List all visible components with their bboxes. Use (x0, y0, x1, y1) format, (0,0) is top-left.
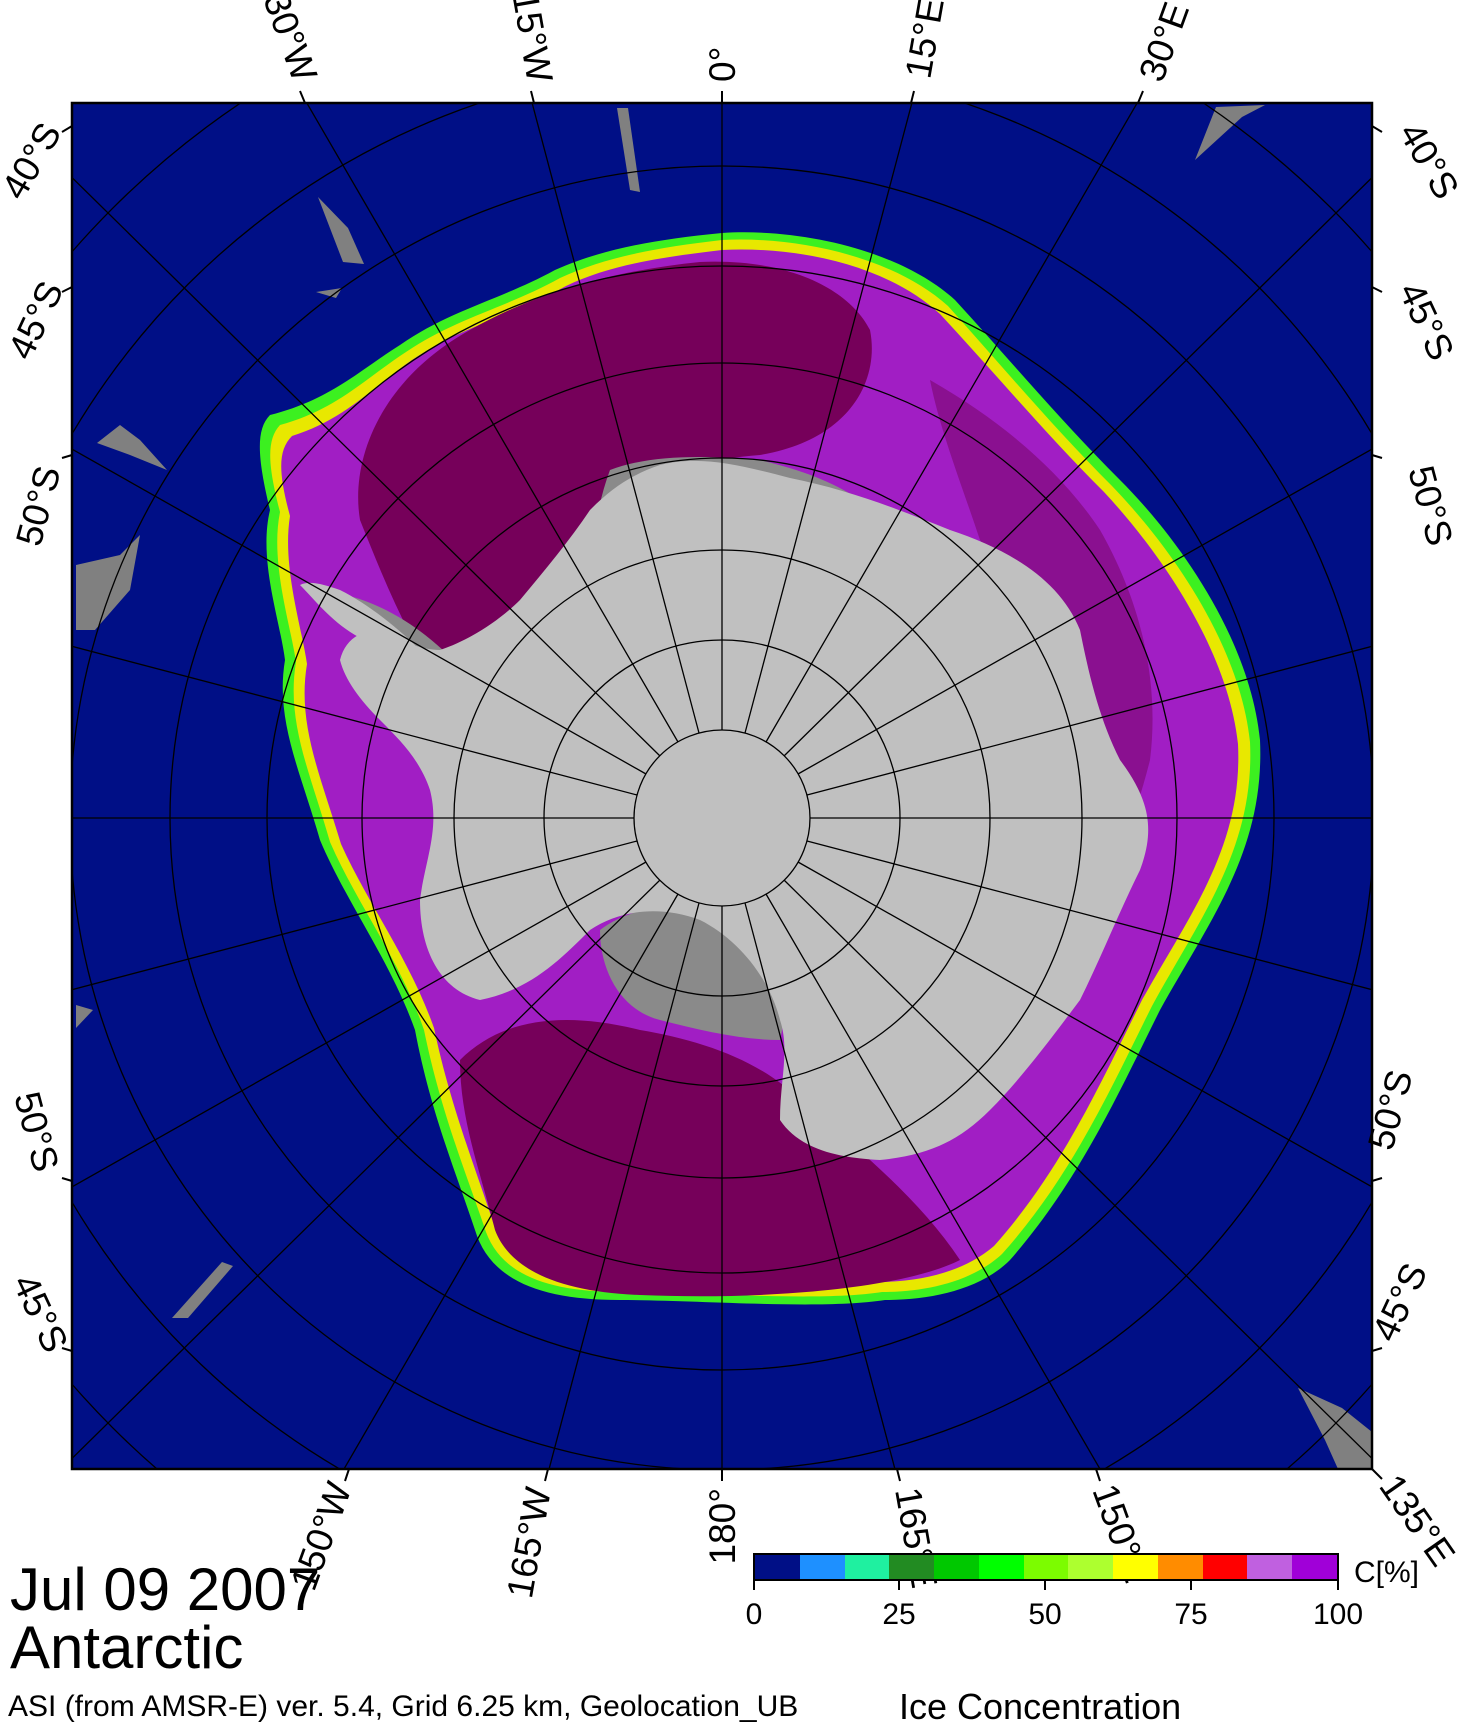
colorbar-ticks (753, 1581, 1339, 1591)
colorbar-bin (799, 1555, 845, 1579)
colorbar-tick-label: 50 (1028, 1598, 1062, 1631)
colorbar-bin (889, 1555, 935, 1579)
colorbar-tick-label: 75 (1174, 1598, 1208, 1631)
colorbar-bin (1292, 1555, 1337, 1579)
landmass-bottom-right (1298, 1388, 1372, 1469)
colorbar-bin (1068, 1555, 1114, 1579)
island-bottom-left (172, 1262, 233, 1318)
island-top (617, 108, 640, 192)
colorbar-bin (934, 1555, 979, 1579)
lat-label-left-3: 50°S (8, 462, 68, 551)
lon-label-top-30w: 30°W (255, 0, 325, 87)
landmass-top-right (1195, 105, 1265, 160)
date-title: Jul 09 2007 (10, 1556, 321, 1623)
colorbar-bin (1023, 1555, 1069, 1579)
island-left-1 (97, 425, 167, 470)
product-title: Ice Concentration (899, 1686, 1182, 1727)
lat-label-right-1: 40°S (1391, 116, 1464, 206)
concentration-colorbar (753, 1553, 1339, 1581)
lat-label-right-2: 45°S (1391, 276, 1462, 366)
colorbar-bin (1157, 1555, 1203, 1579)
colorbar-bin (1247, 1555, 1293, 1579)
pole-hole (634, 730, 810, 906)
colorbar-tick-label: 100 (1312, 1598, 1364, 1631)
lat-label-left-4: 50°S (6, 1087, 66, 1176)
lat-label-left-5: 45°S (5, 1268, 76, 1358)
lat-label-right-3: 50°S (1400, 461, 1460, 550)
lon-label-top-0: 0° (702, 47, 743, 82)
colorbar-tick-label: 25 (882, 1598, 916, 1631)
island-left-small (76, 1005, 93, 1028)
island-left-small-2 (316, 288, 342, 298)
colorbar-unit-label: C[%] (1354, 1556, 1420, 1589)
sea-ice-ross-core (460, 1020, 960, 1297)
lat-label-left-2: 45°S (0, 275, 71, 365)
lat-label-right-5: 45°S (1364, 1257, 1435, 1347)
colorbar-bin (755, 1555, 800, 1579)
lat-label-left-1: 40°S (0, 116, 69, 206)
lon-label-bottom-165w: 165°W (499, 1484, 559, 1601)
antarctic-peninsula (300, 582, 420, 655)
lon-label-top-30e: 30°E (1131, 0, 1197, 87)
lon-label-top-15w: 15°W (504, 0, 560, 85)
frame-ticks (61, 90, 1383, 1482)
colorbar-bin (1113, 1555, 1158, 1579)
lon-label-top-15e: 15°E (898, 0, 952, 81)
island-top-left (318, 197, 364, 264)
colorbar-tick-label: 0 (745, 1598, 763, 1631)
colorbar-bin (978, 1555, 1024, 1579)
region-title: Antarctic (10, 1614, 244, 1681)
colorbar-bin (1202, 1555, 1248, 1579)
data-source-caption: ASI (from AMSR-E) ver. 5.4, Grid 6.25 km… (8, 1690, 799, 1723)
lon-label-bottom-180: 180° (702, 1488, 743, 1565)
colorbar-bin (844, 1555, 890, 1579)
